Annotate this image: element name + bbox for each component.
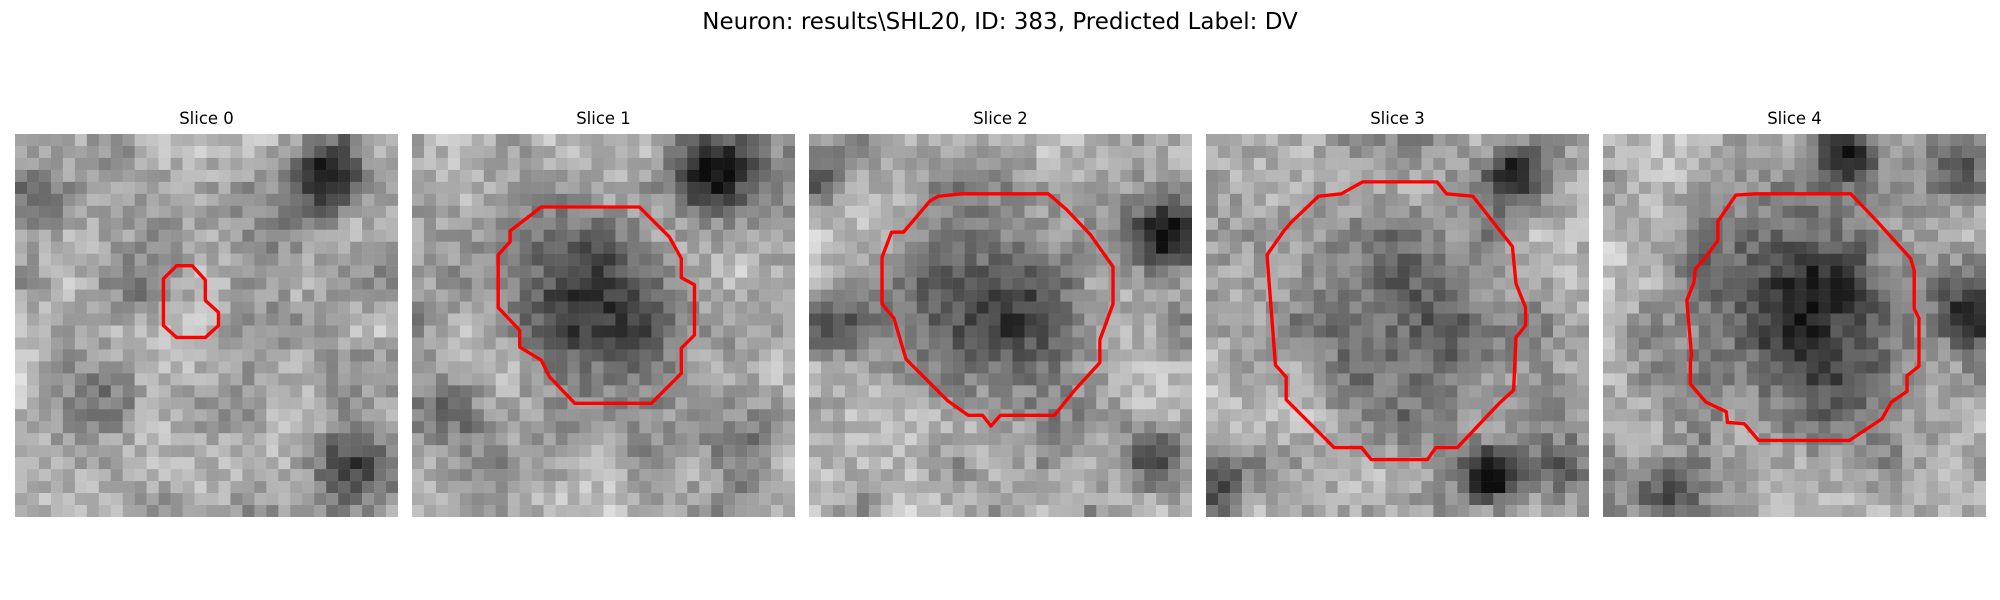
figure-title: Neuron: results\SHL20, ID: 383, Predicte… <box>702 9 1298 35</box>
slice-title-2: Slice 2 <box>973 109 1028 128</box>
slice-panel-0: Slice 0 <box>15 108 398 517</box>
slice-image-0 <box>15 134 398 517</box>
neuron-contour-4 <box>1685 192 1921 443</box>
slice-title-3: Slice 3 <box>1370 109 1425 128</box>
slice-title-0: Slice 0 <box>179 109 234 128</box>
slice-panel-3: Slice 3 <box>1206 108 1589 517</box>
slice-image-2 <box>809 134 1192 517</box>
slice-title-4: Slice 4 <box>1767 109 1822 128</box>
slice-image-1 <box>412 134 795 517</box>
slice-image-4 <box>1603 134 1986 517</box>
slice-panel-4: Slice 4 <box>1603 108 1986 517</box>
neuron-contour-1 <box>496 205 697 405</box>
slice-panel-2: Slice 2 <box>809 108 1192 517</box>
slice-image-3 <box>1206 134 1589 517</box>
neuron-contour-2 <box>880 192 1115 428</box>
neuron-contour-3 <box>1265 180 1528 462</box>
slice-title-1: Slice 1 <box>576 109 631 128</box>
neuron-contour-0 <box>161 263 221 340</box>
slice-panel-1: Slice 1 <box>412 108 795 517</box>
